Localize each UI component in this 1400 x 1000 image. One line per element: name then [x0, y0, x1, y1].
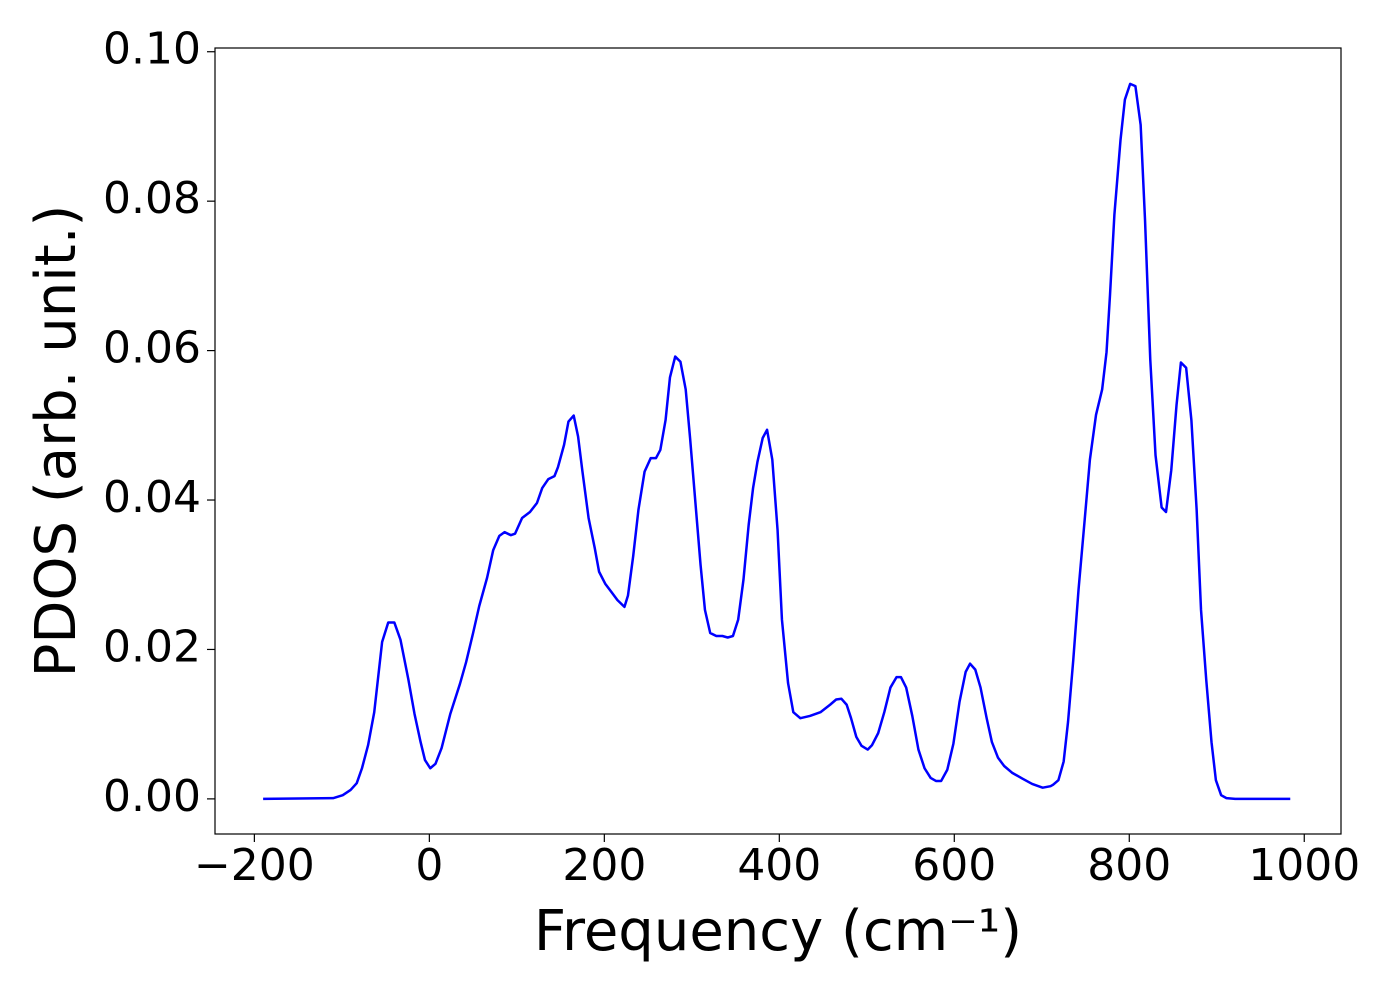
x-tick-label: −200 — [194, 840, 315, 891]
x-tick-label: 800 — [1087, 840, 1171, 891]
plot-frame — [214, 47, 1342, 835]
x-tick-label: 1000 — [1248, 840, 1360, 891]
y-tick-label: 0.10 — [103, 24, 201, 75]
y-tick-label: 0.08 — [103, 173, 201, 224]
x-tick-label: 600 — [912, 840, 996, 891]
x-tick-label: 200 — [562, 840, 646, 891]
x-tick-label: 400 — [737, 840, 821, 891]
y-tick-label: 0.04 — [103, 472, 201, 523]
y-tick-label: 0.06 — [103, 323, 201, 374]
x-axis-label: Frequency (cm⁻¹) — [534, 899, 1022, 964]
pdos-line — [263, 82, 1291, 801]
y-axis-label: PDOS (arb. unit.) — [24, 205, 89, 678]
y-tick-label: 0.02 — [103, 621, 201, 672]
y-tick-label: 0.00 — [103, 771, 201, 822]
x-tick-label: 0 — [415, 840, 443, 891]
